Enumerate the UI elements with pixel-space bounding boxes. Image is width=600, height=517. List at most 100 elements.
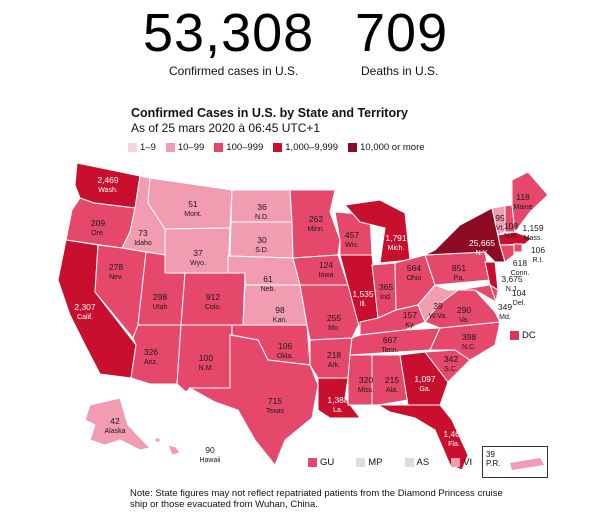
state-ct[interactable] [499,244,515,263]
state-name-co: Colo. [205,304,221,311]
state-ms[interactable] [347,354,373,406]
state-value-az: 326 [144,347,158,357]
state-name-mt: Mont. [184,211,202,218]
legend-label: 1,000–9,999 [285,142,339,153]
legend-swatch [128,143,137,152]
state-name-ct: Conn. [511,270,530,277]
state-name-nh: N.H. [504,233,518,240]
state-md[interactable] [457,284,497,304]
dc-label: DC [522,330,536,341]
state-value-nm: 100 [199,353,213,363]
territory-item: VI [451,457,472,468]
state-name-wi: Wis. [345,242,359,249]
state-name-wv: W.Va. [429,313,447,320]
state-name-sd: S.D. [255,247,269,254]
state-name-ms: Miss. [358,387,374,394]
legend-item: 1–9 [128,142,156,153]
state-value-ok: 106 [278,341,292,351]
state-value-mi: 1,791 [385,233,407,243]
state-ak[interactable] [84,397,151,451]
state-name-ca: Calif. [77,314,93,321]
state-value-nc: 398 [462,332,476,342]
state-value-ri: 106 [531,245,545,255]
state-value-nv: 278 [109,262,123,272]
state-mn[interactable] [289,189,341,259]
legend-swatch [273,143,283,152]
territory-swatch [451,458,461,467]
map-labels: 2,469 Wash. 209 Ore. 2,307 Calif. 73 Idaho 278 Ne… [74,175,545,464]
state-value-in: 365 [379,282,393,292]
territory-swatch [404,458,414,467]
state-value-al: 215 [385,375,399,385]
state-name-vt: Vt. [496,225,505,232]
state-value-mo: 255 [327,313,341,323]
state-value-il: 1,535 [352,289,374,299]
state-value-sd: 30 [257,235,267,245]
dc-swatch [510,331,519,340]
state-value-tn: 667 [383,335,397,345]
territories-legend: GU MP AS VI [308,457,472,468]
state-ma[interactable] [497,231,533,246]
state-name-il: Ill. [360,301,367,308]
state-name-nm: N.M. [199,365,214,372]
state-value-wa: 2,469 [97,175,119,185]
state-name-va: Va. [459,317,469,324]
state-value-ut: 298 [153,292,167,302]
legend-item: 100–999 [214,142,263,153]
territory-pr[interactable] [510,458,544,470]
state-value-fl: 1,467 [443,429,465,439]
state-name-ut: Utah [153,304,168,311]
state-name-wa: Wash. [98,187,118,194]
state-name-or: Ore. [91,230,105,237]
state-name-ga: Ga. [419,386,430,393]
legend-label: 10–99 [177,142,205,153]
map-subtitle: As of 25 mars 2020 à 06:45 UTC+1 [131,121,321,135]
state-name-nc: N.C. [462,344,476,351]
legend-item: 10,000 or more [348,142,425,153]
state-value-tx: 715 [268,396,282,406]
state-al[interactable] [371,354,409,406]
state-value-ia: 124 [319,260,333,270]
state-value-hi: 90 [205,445,215,455]
state-value-pa: 851 [452,263,466,273]
map-title: Confirmed Cases in U.S. by State and Ter… [131,106,408,120]
state-value-wv: 39 [433,301,443,311]
deaths-label: Deaths in U.S. [361,64,439,78]
state-name-ky: Ky. [405,322,415,329]
state-name-ks: Kan. [273,317,287,324]
state-value-ne: 61 [263,274,273,284]
confirmed-cases-value: 53,308 [143,3,315,63]
state-mi[interactable] [344,199,411,264]
state-value-ma: 1,159 [522,223,544,233]
state-name-me: Maine [513,204,532,211]
legend-label: 1–9 [140,142,156,153]
territory-item: AS [404,457,429,468]
state-name-mi: Mich. [388,245,405,252]
dc-legend: DC [510,330,536,341]
state-name-az: Ariz. [144,359,158,366]
state-value-oh: 564 [407,263,421,273]
state-hi[interactable] [167,444,181,456]
state-value-id: 73 [138,228,148,238]
legend-swatch [214,143,224,152]
state-tx[interactable] [188,334,319,466]
state-name-oh: Ohio [407,275,422,282]
territory-label: MP [368,457,383,468]
state-ri[interactable] [513,243,523,253]
pr-label: 39 P.R. [486,450,501,468]
state-name-mn: Minn. [307,226,324,233]
state-name-ma: Mass. [524,235,543,242]
state-fl[interactable] [376,404,469,471]
state-name-ny: N.Y. [476,250,489,257]
state-value-wy: 37 [193,248,203,258]
legend-swatch [165,143,175,152]
state-value-or: 209 [91,218,105,228]
legend-label: 100–999 [226,142,264,153]
state-value-ga: 1,097 [414,374,436,384]
state-value-ct: 618 [513,258,527,268]
state-value-nh: 108 [504,221,518,231]
state-ga[interactable] [399,351,449,406]
state-value-sc: 342 [444,354,458,364]
state-name-tn: Tenn. [381,347,398,354]
us-map: 2,469 Wash. 209 Ore. 2,307 Calif. 73 Idaho 278 Ne… [57,162,549,471]
